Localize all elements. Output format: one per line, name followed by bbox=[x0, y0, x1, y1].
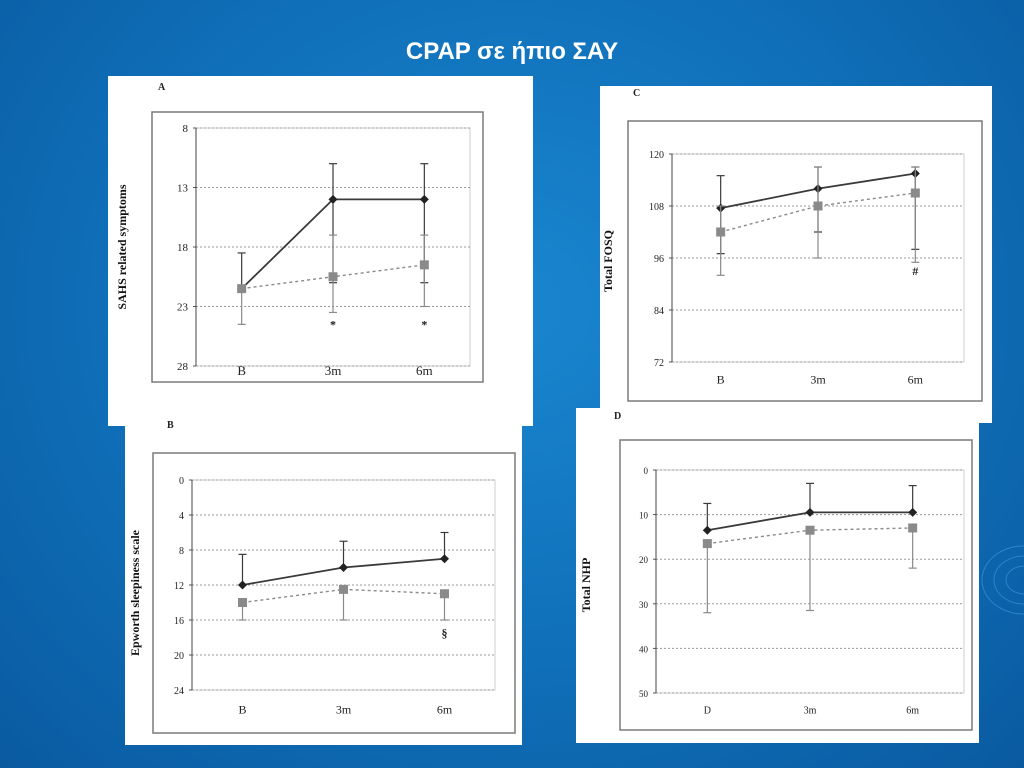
chart-d-series-0-point bbox=[908, 507, 918, 517]
chart-a-x-tick-label: 3m bbox=[325, 363, 342, 378]
background-swirl-decoration bbox=[981, 545, 1024, 615]
chart-d-y-tick-label: 30 bbox=[639, 600, 649, 610]
chart-c-x-tick-label: 3m bbox=[810, 372, 826, 386]
chart-c-y-axis-label: Total FOSQ bbox=[601, 230, 615, 292]
chart-b-x-tick-label: B bbox=[238, 703, 246, 717]
chart-d-frame bbox=[619, 439, 973, 731]
chart-c-series-1-point bbox=[716, 227, 726, 237]
chart-c-series-1-point bbox=[813, 201, 823, 211]
chart-b-annotation: § bbox=[442, 626, 448, 640]
chart-a-y-tick-label: 18 bbox=[177, 242, 189, 254]
chart-panel-b: B 0 4 8 12 16 20 24 B 3m 6m Epworth sleepiness scal… bbox=[125, 408, 522, 745]
chart-c-frame bbox=[627, 120, 983, 402]
chart-panel-d: D 0 10 20 30 40 50 D 3m 6m Total NHP bbox=[576, 408, 979, 743]
chart-b-series-1-point bbox=[440, 589, 449, 599]
chart-a-y-tick-label: 8 bbox=[183, 123, 189, 135]
chart-c-x-tick-label: B bbox=[717, 372, 725, 386]
slide-title: CPAP σε ήπιο ΣΑΥ bbox=[405, 38, 619, 65]
chart-b-y-tick-label: 16 bbox=[174, 616, 184, 627]
chart-c-y-tick-label: 120 bbox=[649, 150, 664, 161]
chart-b-svg: B 0 4 8 12 16 20 24 B 3m 6m Epworth sleepiness scal… bbox=[128, 420, 516, 734]
chart-d-x-tick-label: 3m bbox=[804, 705, 817, 716]
chart-b-y-tick-label: 12 bbox=[174, 581, 184, 592]
chart-d-series-1-point bbox=[805, 525, 815, 535]
chart-b-x-tick-label: 6m bbox=[437, 703, 453, 717]
chart-panel-c: C 120 108 96 84 72 B 3m 6m Total FOSQ # bbox=[600, 86, 992, 423]
chart-a-series-1-point bbox=[328, 272, 338, 282]
chart-a-y-tick-label: 23 bbox=[177, 302, 189, 314]
chart-c-series-1-point bbox=[910, 188, 920, 198]
chart-b-series-1-point bbox=[238, 598, 247, 607]
chart-c-panel-label: C bbox=[633, 88, 640, 99]
chart-b-y-tick-label: 8 bbox=[179, 546, 184, 557]
chart-b-series-0-point bbox=[440, 554, 449, 564]
chart-b-y-tick-label: 24 bbox=[174, 686, 184, 697]
chart-b-series-0-point bbox=[238, 580, 247, 590]
chart-d-y-tick-label: 50 bbox=[639, 689, 649, 699]
chart-d-series-1-point bbox=[908, 523, 918, 533]
chart-d-y-tick-label: 0 bbox=[644, 466, 649, 476]
chart-a-annotation: * bbox=[421, 317, 427, 331]
chart-b-series-0-point bbox=[339, 563, 348, 572]
chart-d-y-axis-label: Total NHP bbox=[579, 558, 593, 613]
chart-a-x-tick-label: 6m bbox=[416, 363, 433, 378]
chart-d-series-1-point bbox=[702, 539, 712, 549]
chart-a-series-0-point bbox=[419, 194, 429, 204]
chart-c-y-tick-label: 84 bbox=[654, 306, 664, 317]
chart-a-svg: A 8 13 18 23 28 B 3m 6m SAHS related symptoms * * bbox=[115, 82, 484, 383]
chart-b-y-tick-label: 4 bbox=[179, 511, 184, 522]
chart-b-x-tick-label: 3m bbox=[336, 703, 352, 717]
chart-a-x-tick-label: B bbox=[237, 363, 246, 378]
chart-d-series-0-point bbox=[702, 525, 712, 535]
chart-a-panel-label: A bbox=[158, 82, 166, 93]
chart-c-annotation: # bbox=[912, 264, 918, 278]
chart-b-y-tick-label: 0 bbox=[179, 476, 184, 487]
chart-a-annotation: * bbox=[330, 317, 336, 331]
chart-c-svg: C 120 108 96 84 72 B 3m 6m Total FOSQ # bbox=[601, 88, 983, 402]
chart-d-x-tick-label: D bbox=[704, 705, 711, 716]
chart-b-y-tick-label: 20 bbox=[174, 651, 184, 662]
chart-a-y-axis-label: SAHS related symptoms bbox=[115, 184, 129, 309]
chart-a-y-tick-label: 13 bbox=[177, 183, 189, 195]
chart-d-y-tick-label: 40 bbox=[639, 644, 649, 654]
chart-a-series-1-point bbox=[419, 260, 429, 270]
chart-a-series-1-point bbox=[237, 284, 247, 294]
chart-b-frame bbox=[152, 452, 516, 734]
chart-d-y-tick-label: 20 bbox=[639, 555, 649, 565]
chart-a-series-0-point bbox=[328, 194, 338, 204]
chart-c-y-tick-label: 72 bbox=[654, 358, 664, 369]
chart-d-svg: D 0 10 20 30 40 50 D 3m 6m Total NHP bbox=[579, 411, 973, 731]
chart-d-series-0-point bbox=[805, 507, 815, 517]
chart-a-y-tick-label: 28 bbox=[177, 361, 189, 373]
chart-d-panel-label: D bbox=[614, 411, 621, 422]
chart-d-x-tick-label: 6m bbox=[906, 705, 919, 716]
chart-d-y-tick-label: 10 bbox=[639, 511, 649, 521]
chart-b-panel-label: B bbox=[167, 420, 174, 431]
chart-b-series-1-line bbox=[242, 588, 445, 604]
chart-c-y-tick-label: 108 bbox=[649, 202, 664, 213]
chart-b-series-1-point bbox=[339, 584, 348, 594]
chart-panel-a: A 8 13 18 23 28 B 3m 6m SAHS related symptoms * * bbox=[108, 76, 533, 426]
chart-c-x-tick-label: 6m bbox=[908, 372, 924, 386]
chart-c-y-tick-label: 96 bbox=[654, 254, 664, 265]
chart-b-y-axis-label: Epworth sleepiness scale bbox=[128, 529, 142, 656]
